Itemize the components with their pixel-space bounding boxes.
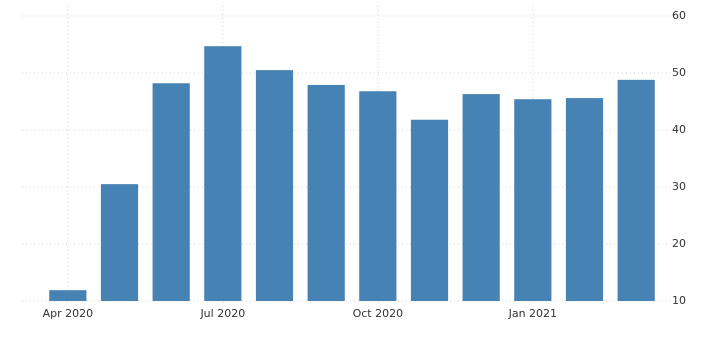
bar bbox=[307, 84, 345, 301]
bar bbox=[462, 94, 500, 301]
x-tick-label: Apr 2020 bbox=[43, 307, 94, 320]
y-tick-label: 40 bbox=[672, 123, 686, 136]
y-tick-label: 50 bbox=[672, 66, 686, 79]
bar bbox=[152, 83, 190, 301]
bar bbox=[49, 290, 87, 301]
bar bbox=[204, 46, 242, 302]
y-tick-label: 60 bbox=[672, 9, 686, 22]
bar bbox=[100, 184, 139, 301]
x-tick-label: Oct 2020 bbox=[353, 307, 404, 320]
x-tick-label: Jul 2020 bbox=[199, 307, 245, 320]
y-tick-label: 30 bbox=[672, 180, 686, 193]
bar bbox=[617, 79, 655, 301]
bar bbox=[514, 99, 552, 301]
x-tick-label: Jan 2021 bbox=[508, 307, 557, 320]
y-tick-label: 20 bbox=[672, 237, 686, 250]
bar bbox=[359, 91, 397, 302]
bar bbox=[565, 98, 604, 301]
bar bbox=[255, 70, 294, 302]
bar bbox=[410, 119, 449, 302]
y-tick-label: 10 bbox=[672, 294, 686, 307]
